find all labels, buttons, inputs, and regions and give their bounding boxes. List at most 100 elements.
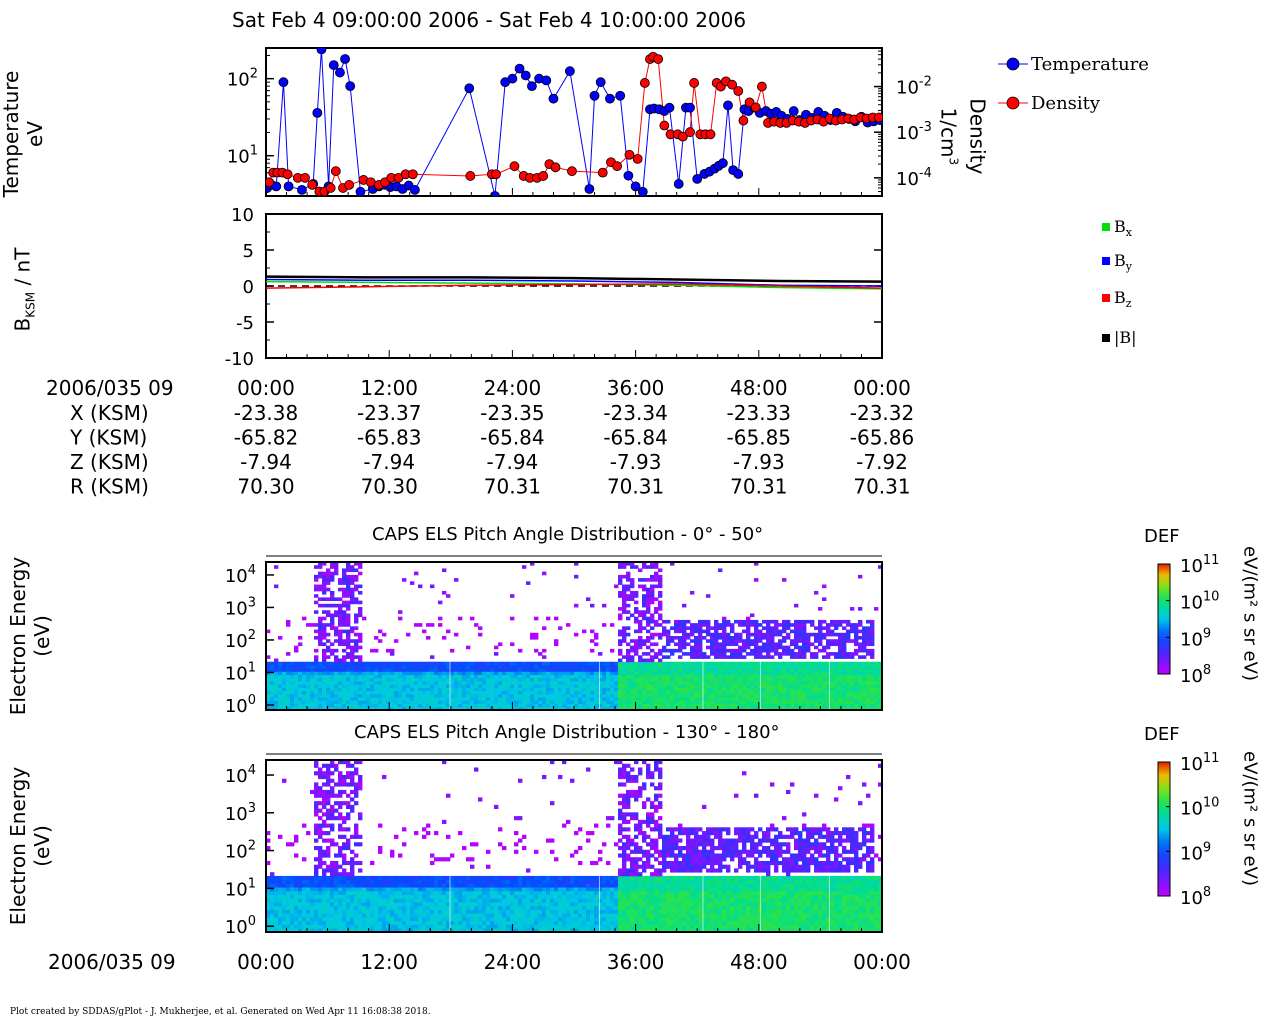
orbit-row-label: Z (KSM) (70, 450, 149, 474)
orbit-value: -65.84 (480, 426, 544, 450)
density-point (597, 167, 608, 178)
temperature-point (788, 106, 799, 116)
density-point (491, 169, 501, 180)
orbit-value: -65.85 (727, 426, 791, 450)
density-tick-label: 10-2 (896, 75, 932, 99)
pad-0-50-colorbar-tick-label: 1010 (1180, 590, 1219, 614)
pad-0-50-colorbar-tick-label: 108 (1180, 663, 1211, 687)
temperature-point (584, 184, 595, 194)
bottom-time-label: 36:00 (607, 950, 665, 974)
density-point (685, 127, 695, 138)
orbit-time-label: 24:00 (484, 376, 542, 400)
density-point (325, 183, 336, 193)
pad-130-180-colorbar-tick-label: 109 (1180, 840, 1211, 864)
orbit-value: -23.35 (480, 401, 544, 425)
pad-130-180-colorbar (1157, 761, 1171, 897)
temperature-point (723, 100, 733, 111)
temperature-point (615, 90, 626, 101)
density-point (727, 79, 738, 90)
orbit-value: 70.30 (361, 475, 418, 499)
orbit-value: -7.94 (363, 450, 415, 474)
density-point (538, 171, 549, 181)
density-point (659, 120, 670, 131)
density-point (624, 149, 635, 160)
orbit-value: 70.31 (730, 475, 787, 499)
pad-130-180-colorbar-tick-label: 1010 (1180, 796, 1219, 820)
temperature-point (541, 75, 552, 86)
orbit-row-label: R (KSM) (70, 475, 149, 499)
bfield-legend-label-2: Bz (1114, 288, 1132, 310)
density-point (733, 86, 744, 96)
page-title: Sat Feb 4 09:00:00 2006 - Sat Feb 4 10:0… (232, 8, 747, 32)
legend-marker-0 (1006, 57, 1020, 71)
density-point (465, 171, 476, 181)
density-point (750, 102, 761, 113)
temperature-point (685, 102, 695, 113)
pad-0-50-title: CAPS ELS Pitch Angle Distribution - 0° -… (372, 524, 764, 545)
orbit-value: -65.86 (850, 426, 914, 450)
density-point (550, 162, 561, 173)
bottom-time-label: 24:00 (484, 950, 542, 974)
pad-130-180-tick-label: 102 (225, 839, 256, 863)
bfield-tick-label: -10 (225, 349, 254, 370)
temperature-density-plot (266, 48, 882, 196)
bottom-time-label: 00:00 (237, 950, 295, 974)
colorbar-1-label: DEF (1144, 526, 1180, 547)
density-point (300, 172, 310, 183)
temperature-point (335, 67, 345, 78)
temperature-point (345, 81, 356, 92)
pad-0-50-colorbar-tick-label: 1011 (1180, 553, 1219, 577)
temperature-point (316, 48, 327, 55)
bottom-time-label: 48:00 (730, 950, 788, 974)
bfield-legend-label-1: By (1114, 251, 1133, 273)
density-point (266, 177, 274, 188)
density-point (307, 180, 318, 190)
legend-label-0: Temperature (1031, 54, 1149, 75)
temperature-point (717, 158, 728, 169)
footer-credit: Plot created by SDDAS/gPlot - J. Mukherj… (10, 1007, 431, 1017)
temperature-point (409, 184, 420, 195)
density-point (567, 166, 577, 177)
temperature-point (673, 179, 684, 189)
temperature-point (514, 63, 525, 74)
pad-0-50-tick-label: 104 (225, 563, 256, 587)
density-point (738, 115, 749, 126)
pad-130-180-colorbar-tick-label: 108 (1180, 885, 1211, 909)
density-point (632, 154, 643, 164)
pad-0-50-tick-label: 103 (225, 595, 256, 619)
pad-130-180-tick-label: 103 (225, 801, 256, 825)
temperature-point (328, 60, 339, 70)
orbit-value: -23.33 (727, 401, 791, 425)
density-point (407, 169, 418, 180)
temperature-point (312, 107, 323, 118)
orbit-value: -7.92 (856, 450, 908, 474)
temperature-point (283, 181, 294, 192)
orbit-value: -23.34 (603, 401, 667, 425)
density-point (344, 180, 355, 190)
bfield-tick-label: -5 (236, 313, 254, 334)
density-point (653, 54, 664, 64)
legend-marker-1 (1006, 96, 1020, 110)
temperature-point (507, 73, 518, 84)
bfield-series-3 (265, 275, 883, 283)
temperature-point (527, 81, 537, 92)
density-point (639, 78, 650, 88)
orbit-row-label: X (KSM) (70, 401, 149, 425)
orbit-value: -23.38 (234, 401, 298, 425)
density-point (365, 177, 376, 188)
pad-130-180-heatmap (266, 760, 899, 933)
orbit-value: 70.31 (853, 475, 910, 499)
temperature-tick-label: 101 (227, 144, 258, 168)
orbit-value: 70.31 (607, 475, 664, 499)
temperature-point (589, 90, 600, 101)
temperature-point (297, 184, 307, 195)
temperature-point (355, 186, 366, 196)
orbit-value: -23.32 (850, 401, 914, 425)
orbit-row-label: Y (KSM) (69, 426, 147, 450)
pad-0-50-colorbar-tick-label: 109 (1180, 626, 1211, 650)
density-point (282, 169, 293, 180)
orbit-time-label: 00:00 (237, 376, 295, 400)
orbit-value: -7.93 (610, 450, 662, 474)
bfield-tick-label: 0 (243, 277, 254, 298)
